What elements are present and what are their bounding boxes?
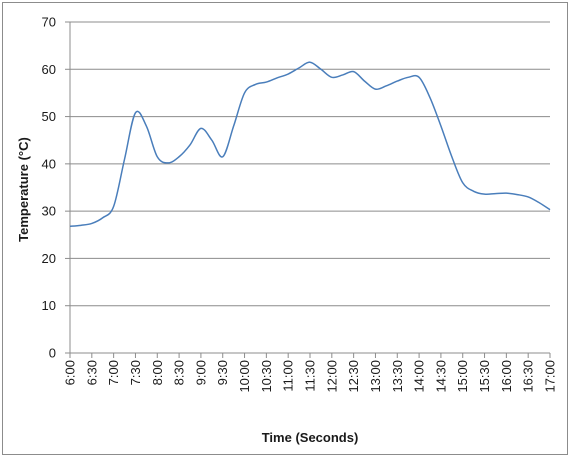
series-layer — [69, 61, 551, 228]
x-tick-label: 10:30 — [259, 360, 274, 393]
y-tick-label: 20 — [42, 251, 56, 266]
y-tick-label: 0 — [49, 346, 56, 361]
x-tick-label: 12:30 — [346, 360, 361, 393]
y-tick-label: 40 — [42, 156, 56, 171]
x-tick-label: 7:00 — [106, 360, 121, 385]
x-tick-label: 13:30 — [390, 360, 405, 393]
y-tick-label: 10 — [42, 298, 56, 313]
x-tick-label: 13:00 — [368, 360, 383, 393]
series-line — [69, 61, 551, 228]
x-tick-label: 8:00 — [150, 360, 165, 385]
axes — [69, 22, 551, 358]
y-tick-label: 70 — [42, 15, 56, 30]
x-tick-label: 6:00 — [63, 360, 78, 385]
x-tick-label: 11:30 — [303, 360, 318, 392]
x-tick-label: 12:00 — [324, 360, 339, 393]
x-tick-label: 9:00 — [193, 360, 208, 385]
x-tick-label: 9:30 — [215, 360, 230, 385]
x-tick-label: 16:00 — [499, 360, 514, 393]
x-tick-label: 17:00 — [543, 360, 558, 393]
x-tick-label: 10:00 — [237, 360, 252, 393]
x-axis-title: Time (Seconds) — [262, 430, 359, 445]
chart-frame — [2, 2, 568, 455]
y-tick-label: 30 — [42, 204, 56, 219]
x-tick-label: 15:00 — [455, 360, 470, 393]
x-tick-label: 8:30 — [172, 360, 187, 385]
x-tick-label: 7:30 — [128, 360, 143, 385]
x-tick-label: 15:30 — [477, 360, 492, 393]
y-axis-title: Temperature (°C) — [16, 137, 31, 242]
y-tick-label: 60 — [42, 62, 56, 77]
x-tick-labels: 6:00 6:30 7:00 7:30 8:00 8:30 9:00 9:30 10:00 10:… — [63, 360, 558, 393]
x-tick-label: 6:30 — [84, 360, 99, 385]
x-tick-label: 14:30 — [433, 360, 448, 393]
x-tick-label: 14:00 — [412, 360, 427, 393]
x-tick-label: 11:00 — [281, 360, 296, 392]
x-tick-label: 16:30 — [521, 360, 536, 393]
gridlines — [65, 21, 550, 354]
y-tick-labels: 0 10 20 30 40 50 60 70 — [42, 15, 56, 361]
y-tick-label: 50 — [42, 109, 56, 124]
